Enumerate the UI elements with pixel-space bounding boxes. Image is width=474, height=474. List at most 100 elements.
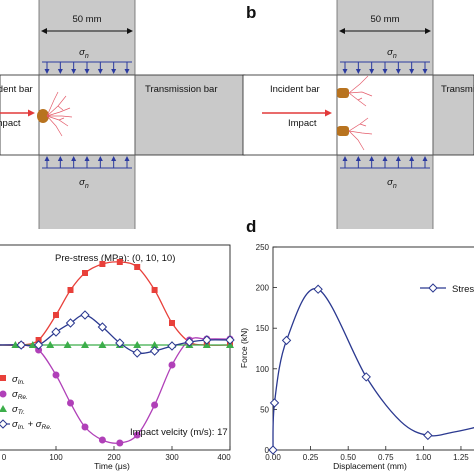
- legend-marker-sigma-in: [0, 375, 6, 381]
- legend-marker-sigma-re: [0, 390, 7, 398]
- x-tick-label: 1.25: [453, 453, 469, 462]
- panel-b-pressure-arrows-top: [342, 62, 428, 74]
- panel-d-legend: Stress: [420, 283, 474, 295]
- panel-c-prestress-annotation: Pre-stress (MPa): (0, 10, 10): [55, 253, 175, 264]
- panel-a-impact-arrowhead: [28, 109, 35, 117]
- panel-b-impact-arrowhead: [325, 109, 332, 117]
- pressure-arrow-head: [84, 69, 90, 74]
- data-point-series-1: [67, 287, 74, 293]
- data-point-series-3: [133, 341, 142, 348]
- data-point-series-3: [150, 341, 159, 348]
- panel-b-sigma-n-top: σn: [387, 47, 397, 60]
- panel-b-pressure-arrows-bottom: [342, 156, 428, 168]
- force-displacement-curve: [272, 288, 474, 451]
- y-tick-label: 150: [256, 324, 270, 333]
- panel-c-series: [0, 259, 235, 447]
- data-point-series-2: [133, 431, 141, 439]
- data-point-series-2: [35, 346, 43, 354]
- data-point-series-4: [167, 341, 177, 351]
- panel-a-incident-bar: [0, 74, 40, 156]
- pressure-arrow-head: [382, 69, 388, 74]
- panel-a-impact-label: Impact: [0, 118, 21, 129]
- panel-b-crack-lines: [348, 75, 373, 151]
- y-tick-label: 200: [256, 284, 270, 293]
- panel-b-dimension-label: 50 mm: [370, 14, 399, 25]
- legend-label-sigma-in-plus-re: σIn. + σRe.: [12, 419, 52, 431]
- pressure-arrow-head: [355, 69, 361, 74]
- data-point-series-1: [53, 312, 59, 318]
- panel-a-dimension-arrowhead-right: [127, 28, 133, 34]
- data-point-series-4: [184, 337, 195, 347]
- data-point-series-2: [168, 361, 176, 369]
- pressure-arrow-head: [44, 156, 50, 161]
- panel-c: 0 100 200 300 400 Time (μs) Pre-stress (MPa)…: [0, 244, 235, 471]
- panel-d-frame: [272, 246, 474, 451]
- panel-b: b 50 mm σn σn Incident bar Impact Transm…: [242, 0, 474, 229]
- legend-item-sigma-in-plus-re: σIn. + σRe.: [0, 419, 52, 431]
- x-tick-label: 0.00: [265, 453, 281, 462]
- legend-item-sigma-tr: σTr.: [0, 404, 25, 416]
- pressure-arrow-head: [71, 69, 77, 74]
- legend-item-sigma-re: σRe.: [0, 389, 28, 401]
- pressure-arrow-head: [395, 156, 401, 161]
- data-point-series-4: [80, 310, 90, 320]
- x-tick-label: 0.75: [378, 453, 394, 462]
- panel-a-transmission-label: Transmission bar: [145, 84, 218, 95]
- panel-d-letter: d: [246, 217, 256, 236]
- pressure-arrow-head: [355, 156, 361, 161]
- legend-label-sigma-re: σRe.: [12, 389, 28, 401]
- y-tick-label: 250: [256, 243, 270, 252]
- panel-a-dimension-arrowhead-left: [41, 28, 47, 34]
- legend-label-sigma-in: σIn.: [12, 374, 25, 386]
- legend-marker-sigma-tr: [0, 405, 7, 412]
- x-tick-label: 0: [2, 453, 7, 462]
- panel-d-x-ticks: 0.00 0.25 0.50 0.75 1.00 1.25: [265, 446, 469, 462]
- data-point-series-1: [82, 270, 88, 276]
- panel-c-legend: σIn. σRe. σTr. σIn. + σRe.: [0, 374, 52, 431]
- pressure-arrow-head: [422, 69, 428, 74]
- series-line-1: [0, 261, 231, 347]
- panel-b-impact-label: Impact: [288, 118, 317, 129]
- data-point-series-2: [81, 423, 89, 431]
- pressure-arrow-head: [409, 69, 415, 74]
- data-point-series-2: [98, 436, 106, 444]
- data-point-series-3: [11, 341, 20, 348]
- panel-a-crack-lines: [46, 91, 73, 137]
- panel-a-transmission-bar: [134, 74, 246, 156]
- x-tick-label: 400: [217, 453, 231, 462]
- data-point-series-4: [202, 335, 212, 345]
- data-point: [313, 284, 323, 294]
- x-tick-label: 0.50: [340, 453, 356, 462]
- data-point-series-3: [46, 341, 55, 348]
- data-point-series-4: [225, 335, 235, 345]
- pressure-arrow-head: [342, 156, 348, 161]
- panel-d-legend-label: Stress: [452, 284, 474, 295]
- legend-marker-sigma-in-plus-re: [0, 419, 8, 429]
- data-point-series-4: [149, 346, 160, 356]
- pressure-arrow-head: [369, 156, 375, 161]
- pressure-arrow-head: [342, 69, 348, 74]
- data-point-series-1: [99, 261, 106, 267]
- data-point-series-4: [132, 348, 142, 358]
- data-point-series-2: [151, 401, 159, 409]
- panel-b-sigma-n-bottom: σn: [387, 177, 397, 190]
- x-tick-label: 1.00: [416, 453, 432, 462]
- panel-b-incident-label: Incident bar: [270, 84, 320, 95]
- panel-b-incident-bar: [242, 74, 338, 156]
- data-point: [281, 335, 292, 346]
- pressure-arrow-head: [111, 156, 117, 161]
- panel-b-contact-point-lower: [337, 126, 349, 136]
- x-tick-label: 100: [49, 453, 63, 462]
- pressure-arrow-head: [369, 69, 375, 74]
- pressure-arrow-head: [395, 69, 401, 74]
- data-point-series-1: [151, 287, 158, 293]
- legend-item-sigma-in: σIn.: [0, 374, 25, 386]
- pressure-arrow-head: [71, 156, 77, 161]
- panel-b-transmission-label: Transmission bar: [441, 84, 474, 95]
- x-tick-label: 200: [107, 453, 121, 462]
- pressure-arrow-head: [97, 69, 103, 74]
- data-point-series-1: [35, 337, 42, 343]
- data-point-series-4: [115, 338, 125, 348]
- pressure-arrow-head: [57, 69, 63, 74]
- data-point-series-1: [116, 259, 123, 265]
